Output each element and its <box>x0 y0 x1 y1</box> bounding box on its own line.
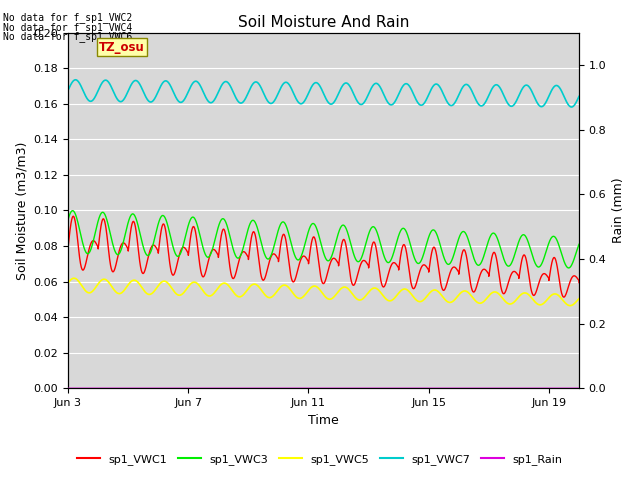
Text: No data for f_sp1_VWC4: No data for f_sp1_VWC4 <box>3 22 132 33</box>
Title: Soil Moisture And Rain: Soil Moisture And Rain <box>238 15 409 30</box>
Y-axis label: Rain (mm): Rain (mm) <box>612 178 625 243</box>
Text: No data for f_sp1_VWC6: No data for f_sp1_VWC6 <box>3 31 132 42</box>
X-axis label: Time: Time <box>308 414 339 427</box>
Text: No data for f_sp1_VWC2: No data for f_sp1_VWC2 <box>3 12 132 23</box>
Y-axis label: Soil Moisture (m3/m3): Soil Moisture (m3/m3) <box>15 141 28 280</box>
Legend: sp1_VWC1, sp1_VWC3, sp1_VWC5, sp1_VWC7, sp1_Rain: sp1_VWC1, sp1_VWC3, sp1_VWC5, sp1_VWC7, … <box>73 450 567 469</box>
Text: TZ_osu: TZ_osu <box>99 41 145 54</box>
